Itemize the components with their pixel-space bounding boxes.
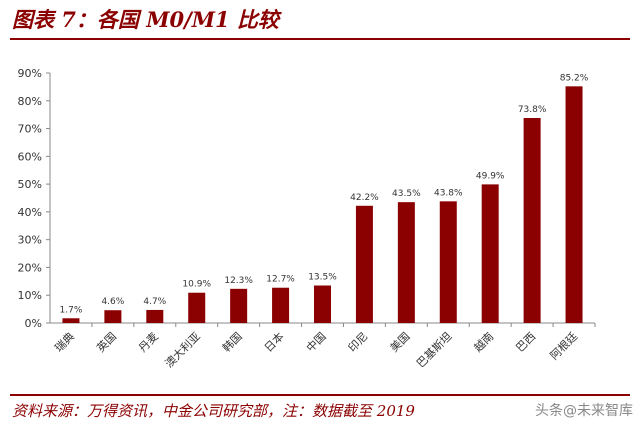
x-tick-label: 中国	[304, 330, 329, 355]
data-label: 4.7%	[143, 297, 166, 307]
data-label: 42.2%	[350, 193, 379, 203]
source-note: 资料来源：万得资讯，中金公司研究部，注：数据截至 2019	[12, 402, 415, 420]
y-tick-label: 40%	[18, 206, 42, 219]
data-label: 13.5%	[308, 273, 337, 283]
data-label: 4.6%	[101, 297, 124, 307]
watermark: 头条@未来智库	[535, 403, 633, 419]
x-tick-label: 巴西	[513, 330, 538, 355]
x-tick-label: 印尼	[346, 330, 371, 355]
bar	[104, 310, 122, 323]
y-axis: 0% 10% 20% 30% 40% 50% 60% 70% 80% 90%	[18, 67, 595, 330]
bar-chart: 0% 10% 20% 30% 40% 50% 60% 70% 80% 90% 1.7% 4.6% 4.…	[18, 67, 596, 370]
bar	[146, 309, 164, 323]
y-tick-label: 30%	[18, 234, 42, 247]
bar	[272, 287, 290, 323]
x-tick-label: 日本	[261, 329, 286, 354]
x-tick-label: 澳大利亚	[162, 329, 203, 370]
bar	[355, 205, 373, 323]
x-axis-labels: 瑞典 英国 丹麦 澳大利亚 韩国 日本 中国 印尼 美国 巴基斯坦 越南 巴西 阿根廷	[52, 323, 596, 370]
y-tick-label: 50%	[18, 178, 42, 191]
y-tick-label: 20%	[18, 261, 42, 274]
data-label: 1.7%	[60, 305, 83, 315]
chart-title: 图表 7：各国 M0/M1 比较	[12, 7, 279, 32]
x-tick-label: 阿根廷	[547, 329, 580, 362]
data-label: 49.9%	[476, 171, 505, 181]
x-tick-label: 丹麦	[136, 330, 161, 355]
bar	[62, 318, 80, 323]
y-tick-label: 60%	[18, 150, 42, 163]
data-label: 85.2%	[560, 73, 589, 83]
bar	[188, 292, 206, 323]
bar	[314, 285, 331, 323]
bar	[523, 118, 541, 323]
data-label: 43.5%	[392, 189, 421, 199]
x-tick-label: 韩国	[219, 329, 244, 354]
data-label: 73.8%	[518, 105, 547, 115]
bar	[565, 86, 583, 323]
y-tick-label: 90%	[18, 67, 42, 80]
bars-group: 1.7% 4.6% 4.7% 10.9% 12.3% 12.7% 13.5% 42.2% 43.…	[60, 73, 589, 323]
y-tick-label: 80%	[18, 95, 42, 108]
x-tick-label: 越南	[471, 329, 496, 354]
bar	[397, 202, 415, 323]
bar	[230, 288, 248, 323]
source-divider	[10, 394, 630, 396]
y-tick-label: 70%	[18, 123, 42, 136]
data-label: 12.3%	[224, 276, 253, 286]
bar	[481, 184, 499, 323]
y-tick-label: 0%	[25, 317, 42, 330]
x-tick-label: 巴基斯坦	[413, 329, 454, 370]
x-tick-label: 美国	[388, 330, 413, 355]
y-tick-label: 10%	[18, 289, 42, 302]
data-label: 43.8%	[434, 188, 463, 198]
data-label: 12.7%	[266, 275, 295, 285]
x-tick-label: 瑞典	[52, 329, 77, 354]
title-divider	[10, 38, 630, 40]
data-label: 10.9%	[182, 280, 211, 290]
bar	[439, 201, 457, 323]
x-tick-label: 英国	[94, 329, 119, 354]
